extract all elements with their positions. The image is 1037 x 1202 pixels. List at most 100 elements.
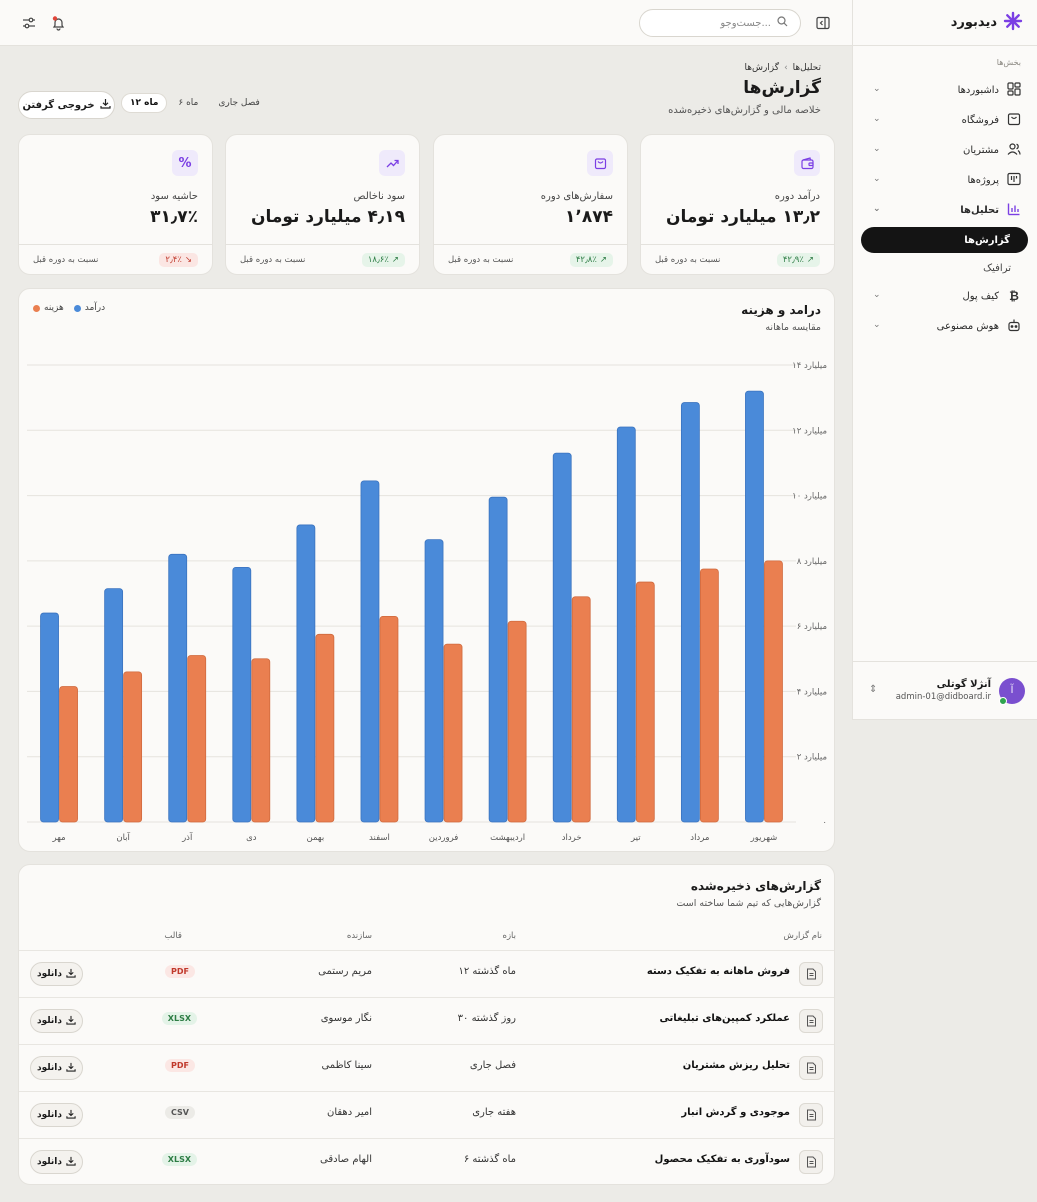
period-12-months[interactable]: ۱۲ ماه [122, 94, 167, 112]
x-tick-label: بهمن [307, 833, 325, 843]
sidebar-item-label: پروژه‌ها [967, 174, 999, 186]
report-range: ۶ ماه گذشته [463, 1154, 516, 1165]
period-6-months[interactable]: ۶ ماه [178, 98, 199, 108]
kpi-delta: ۱۸٫۶٪ [367, 255, 389, 265]
search-icon [777, 16, 788, 30]
table-row[interactable]: فروش ماهانه به تفکیک دسته ۱۲ ماه گذشته مری… [19, 950, 834, 997]
bar-chart-icon [1007, 202, 1021, 219]
chevron-down-icon: ⌄ [873, 290, 881, 300]
reports-subtitle: گزارش‌هایی که تیم شما ساخته است [676, 898, 821, 909]
report-author: مریم رستمی [318, 966, 372, 977]
revenue-bar [616, 426, 636, 823]
sidebar-section-label: بخش‌ها [996, 58, 1021, 67]
column-header-name: نام گزارش [783, 931, 823, 941]
document-icon [799, 1009, 823, 1033]
legend-item-expense: هزینه [33, 303, 64, 313]
trend-up-icon [379, 150, 405, 176]
column-header-range: بازه [502, 931, 516, 941]
kpi-footer: نسبت به دوره قبل ۴۲٫۹٪ ↗ [641, 244, 834, 276]
report-author: امیر دهقان [326, 1107, 372, 1118]
reports-title: گزارش‌های ذخیره‌شده [690, 879, 821, 893]
avatar: آ [999, 677, 1025, 705]
revenue-bar [488, 496, 508, 823]
revenue-expense-chart-card: ۰ ۲ میلیارد ۴ میلیارد ۶ میلیارد ۸ میلیارد ۱۰ … [18, 288, 835, 852]
table-row[interactable]: سودآوری به تفکیک محصول ۶ ماه گذشته الهام ص… [19, 1138, 834, 1184]
settings-sliders-icon[interactable] [20, 14, 38, 32]
download-button[interactable]: دانلود [30, 1150, 83, 1174]
kpi-value: ۴٫۱۹ میلیارد تومان [250, 207, 405, 227]
sidebar-subitem-traffic[interactable]: ترافیک [983, 262, 1011, 274]
table-row[interactable]: عملکرد کمپین‌های تبلیغاتی ۳۰ روز گذشته نگا… [19, 997, 834, 1044]
kpi-delta-badge: ۱۸٫۶٪ ↗ [361, 253, 405, 267]
arrow-down-right-icon: ↘ [184, 255, 192, 265]
y-tick-label: ۴ میلیارد [797, 687, 827, 697]
chevron-down-icon: ⌄ [873, 174, 881, 184]
report-name[interactable]: فروش ماهانه به تفکیک دسته [646, 966, 790, 977]
bitcoin-icon: ₿ [1009, 289, 1019, 303]
kpi-label: سفارش‌های دوره [540, 191, 613, 202]
chevron-updown-icon: ⇕ [869, 684, 878, 695]
sidebar-item-customers[interactable]: ⌄ مشتریان [853, 135, 1037, 165]
export-label: خروجی گرفتن [22, 99, 95, 111]
chevron-down-icon: ⌄ [873, 144, 881, 154]
export-button[interactable]: خروجی گرفتن [18, 91, 115, 119]
sidebar-item-analytics[interactable]: ⌄ تحلیل‌ها [853, 195, 1037, 225]
arrow-up-right-icon: ↗ [391, 255, 399, 265]
sidebar-item-wallet[interactable]: ⌄ کیف پول ₿ [853, 281, 1037, 311]
sidebar-item-projects[interactable]: ⌄ پروژه‌ها [853, 165, 1037, 195]
download-label: دانلود [36, 969, 63, 979]
period-current-quarter[interactable]: فصل جاری [218, 98, 260, 108]
sidebar-item-dashboards[interactable]: ⌄ داشبوردها [853, 75, 1037, 105]
revenue-bar [40, 612, 59, 823]
sidebar-subitem-reports[interactable]: گزارش‌ها [861, 227, 1028, 253]
x-tick-label: خرداد [562, 833, 582, 843]
breadcrumb-parent[interactable]: تحلیل‌ها [792, 63, 821, 73]
kpi-delta: ۲٫۴٪ [165, 255, 182, 265]
kpi-delta-badge: ۴۲٫۹٪ ↗ [776, 253, 820, 267]
chevron-down-icon: ⌄ [873, 320, 881, 330]
legend-item-revenue: درآمد [73, 303, 105, 313]
dashboard-icon [1007, 81, 1021, 99]
download-button[interactable]: دانلود [30, 1056, 83, 1080]
chart-legend: هزینه درآمد [33, 303, 105, 313]
wallet-icon [794, 150, 820, 176]
revenue-bar [360, 480, 380, 823]
bag-icon [587, 150, 613, 176]
kpi-footer-text: نسبت به دوره قبل [655, 255, 721, 265]
expense-bar [251, 658, 271, 823]
column-header-format: قالب [164, 931, 182, 941]
table-row[interactable]: تحلیل ریزش مشتریان فصل جاری سینا کاظمی PDF د… [19, 1044, 834, 1091]
report-range: ۳۰ روز گذشته [457, 1013, 516, 1024]
table-row[interactable]: موجودی و گردش انبار هفته جاری امیر دهقان CS… [19, 1091, 834, 1138]
report-name[interactable]: سودآوری به تفکیک محصول [654, 1154, 790, 1165]
format-badge: PDF [165, 1059, 195, 1072]
y-tick-label: ۱۰ میلیارد [792, 492, 827, 502]
robot-icon [1007, 318, 1021, 335]
sidebar-item-ai[interactable]: ⌄ هوش مصنوعی [853, 311, 1037, 341]
sidebar-item-shop[interactable]: ⌄ فروشگاه [853, 105, 1037, 135]
user-profile[interactable]: ⇕ آنژلا گوتلی admin-01@didboard.ir آ [853, 661, 1037, 719]
download-button[interactable]: دانلود [30, 1103, 83, 1127]
brand-logo-icon [1003, 11, 1023, 34]
saved-reports-card: گزارش‌های ذخیره‌شده گزارش‌هایی که تیم شم… [18, 864, 835, 1185]
kpi-card-gross-profit: سود ناخالص ۴٫۱۹ میلیارد تومان نسبت به دو… [225, 134, 420, 275]
sidebar-toggle-icon[interactable] [814, 14, 832, 32]
download-button[interactable]: دانلود [30, 1009, 83, 1033]
y-tick-label: ۶ میلیارد [797, 622, 827, 632]
y-tick-label: ۰ [822, 818, 827, 828]
search-input[interactable]: جست‌وجو... [639, 9, 801, 37]
online-status-dot [999, 696, 1007, 705]
page-subtitle: خلاصه مالی و گزارش‌های ذخیره‌شده [668, 105, 821, 116]
kpi-value: ۱٬۸۷۴ [565, 207, 613, 227]
breadcrumb: گزارش‌ها ‹ تحلیل‌ها [744, 63, 821, 73]
revenue-bar [168, 553, 188, 823]
report-name[interactable]: موجودی و گردش انبار [681, 1107, 790, 1118]
brand[interactable]: دیدبورد [853, 0, 1037, 46]
x-tick-label: شهریور [750, 833, 778, 843]
report-name[interactable]: تحلیل ریزش مشتریان [682, 1060, 790, 1071]
download-icon [66, 1062, 76, 1075]
bell-icon[interactable] [49, 14, 67, 32]
report-name[interactable]: عملکرد کمپین‌های تبلیغاتی [659, 1013, 790, 1024]
report-range: فصل جاری [469, 1060, 516, 1071]
download-button[interactable]: دانلود [30, 962, 83, 986]
